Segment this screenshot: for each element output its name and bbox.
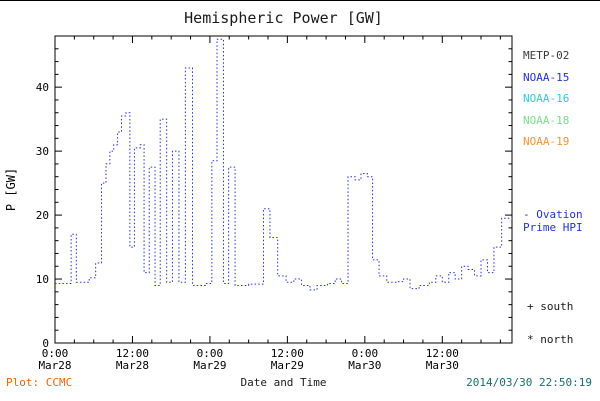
north-marker-label: * north <box>527 333 574 346</box>
south-marker-label: + south <box>527 300 574 313</box>
x-tick-time-label: 0:00 <box>197 347 224 360</box>
x-tick-time-label: 12:00 <box>426 347 459 360</box>
y-axis-title: P [GW] <box>4 168 18 211</box>
ovation-line2: Prime HPI <box>523 221 583 234</box>
legend-item-metp-02: METP-02 <box>523 49 570 62</box>
x-tick-date-label: Mar29 <box>271 359 304 372</box>
ovation-line1: - Ovation <box>523 208 583 221</box>
x-tick-date-label: Mar29 <box>193 359 226 372</box>
y-tick-label: 20 <box>36 209 49 222</box>
x-tick-date-label: Mar30 <box>348 359 381 372</box>
legend-item-noaa-18: NOAA-18 <box>523 113 570 127</box>
x-tick-time-label: 12:00 <box>271 347 304 360</box>
hpi-step-line <box>55 38 512 291</box>
y-tick-label: 40 <box>36 81 49 94</box>
x-tick-time-label: 12:00 <box>116 347 149 360</box>
axes-box <box>54 35 513 344</box>
x-tick-date-label: Mar30 <box>426 359 459 372</box>
y-tick-label: 10 <box>36 273 49 286</box>
legend-item-noaa-19: NOAA-19 <box>523 135 570 148</box>
x-tick-time-label: 0:00 <box>42 347 69 360</box>
x-tick-date-label: Mar28 <box>116 359 149 372</box>
chart-title: Hemispheric Power [GW] <box>184 9 383 27</box>
legend-item-noaa-15: NOAA-15 <box>523 70 570 84</box>
y-tick-label: 0 <box>42 337 49 350</box>
plot-credit: Plot: CCMC <box>6 376 73 389</box>
timestamp: 2014/03/30 22:50:19 <box>466 376 592 389</box>
legend-item-noaa-16: NOAA-16 <box>523 92 570 105</box>
x-tick-date-label: Mar28 <box>38 359 71 372</box>
x-axis-title: Date and Time <box>240 376 327 389</box>
x-tick-time-label: 0:00 <box>352 347 379 360</box>
y-tick-label: 30 <box>36 145 49 158</box>
satellite-legend: METP-02 NOAA-15 NOAA-16 NOAA-18 NOAA-19 <box>523 45 569 153</box>
ovation-label: - Ovation Prime HPI <box>523 208 583 234</box>
